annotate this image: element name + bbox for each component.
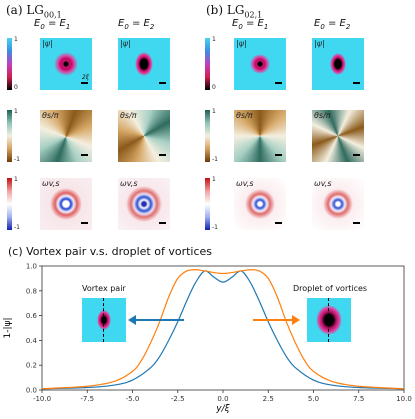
- scale-bar: [159, 222, 166, 224]
- psi-colorbar-b-bottom: 0: [212, 84, 216, 91]
- theta-colorbar-a-bottom: -1: [14, 156, 20, 163]
- scale-bar: [81, 82, 88, 84]
- theta-colorbar-b-bottom: -1: [212, 156, 218, 163]
- arrow-to-vortex-pair: [134, 319, 184, 321]
- y-tick-label: 0.6: [26, 312, 38, 320]
- theta-colorbar-b-top: 1: [212, 108, 216, 115]
- arrow-head-right-icon: [292, 315, 300, 325]
- psi-colorbar-a: [7, 38, 12, 90]
- x-tick-label: -2.5: [171, 395, 185, 403]
- psi-map-a2: |ψ|: [118, 38, 170, 90]
- annotation-vortex-pair: Vortex pair: [82, 284, 126, 293]
- scale-bar: [275, 82, 282, 84]
- inset-center-line: [328, 298, 329, 342]
- panel-c-title: (c) Vortex pair v.s. droplet of vortices: [8, 245, 213, 258]
- inset-droplet: [307, 298, 351, 342]
- y-tick-label: 0.2: [26, 362, 37, 370]
- theta-map-b2: θs/π: [312, 110, 364, 162]
- profile-chart-svg: -10.0 -7.5 -5.0 -2.5 0.0 2.5 5.0 7.5 10.0 0.0 0.2…: [3, 263, 412, 415]
- annotation-droplet: Droplet of vortices: [293, 284, 368, 293]
- theta-map-a1: θs/π: [40, 110, 92, 162]
- scale-bar: [159, 154, 166, 156]
- scale-label: 2ξ: [81, 74, 89, 81]
- theta-colorbar-a-top: 1: [14, 108, 18, 115]
- omega-map-b1: ωv,s: [234, 178, 286, 230]
- arrow-to-droplet: [253, 319, 293, 321]
- panel-b-col2-header: E0 = E2: [314, 18, 351, 31]
- theta-map-a2: θs/π: [118, 110, 170, 162]
- x-tick-label: -5.0: [126, 395, 140, 403]
- x-tick-label: -7.5: [80, 395, 94, 403]
- omega-map-a2: ωv,s: [118, 178, 170, 230]
- omega-colorbar-b-bottom: -1: [212, 224, 218, 231]
- series-line-blue: [41, 270, 405, 390]
- panel-b-col1-header: E0 = E1: [232, 18, 269, 31]
- omega-colorbar-b: [205, 178, 210, 230]
- x-tick-label: 7.5: [353, 395, 364, 403]
- x-tick-label: 2.5: [263, 395, 274, 403]
- scale-bar: [159, 82, 166, 84]
- y-tick-label: 0.0: [26, 387, 37, 395]
- x-axis-label: y/ξ: [215, 404, 230, 414]
- panel-b-title: (b) LG02,1: [206, 3, 263, 20]
- x-tick-label: 10.0: [396, 395, 412, 403]
- panel-a-col2-header: E0 = E2: [118, 18, 155, 31]
- arrow-head-left-icon: [128, 315, 136, 325]
- y-tick-label: 1.0: [26, 263, 37, 271]
- omega-map-b2: ωv,s: [312, 178, 364, 230]
- psi-map-b1: |ψ|: [234, 38, 286, 90]
- y-tick-label: 0.4: [26, 337, 38, 345]
- panel-a-title: (a) LG00,1: [6, 3, 62, 20]
- inset-center-line: [103, 298, 104, 342]
- omega-colorbar-a-bottom: -1: [14, 224, 20, 231]
- scale-bar: [81, 154, 88, 156]
- psi-colorbar-a-top: 1: [14, 36, 18, 43]
- psi-colorbar-b: [205, 38, 210, 90]
- theta-map-b1: θs/π: [234, 110, 286, 162]
- theta-colorbar-a: [7, 110, 12, 162]
- psi-colorbar-b-top: 1: [212, 36, 216, 43]
- omega-colorbar-a: [7, 178, 12, 230]
- profile-chart: -10.0 -7.5 -5.0 -2.5 0.0 2.5 5.0 7.5 10.0 0.0 0.2…: [0, 258, 415, 415]
- x-tick-label: 0.0: [217, 395, 228, 403]
- scale-bar: [81, 222, 88, 224]
- psi-colorbar-a-bottom: 0: [14, 84, 18, 91]
- psi-map-a1: |ψ| 2ξ: [40, 38, 92, 90]
- x-tick-label: 5.0: [308, 395, 319, 403]
- x-tick-label: -10.0: [33, 395, 51, 403]
- scale-bar: [353, 154, 360, 156]
- y-tick-label: 0.8: [26, 287, 37, 295]
- scale-bar: [353, 222, 360, 224]
- psi-map-b2: |ψ|: [312, 38, 364, 90]
- scale-bar: [353, 82, 360, 84]
- scale-bar: [275, 222, 282, 224]
- y-axis-label: 1-|ψ|: [3, 318, 13, 339]
- omega-colorbar-b-top: 1: [212, 176, 216, 183]
- scale-bar: [275, 154, 282, 156]
- series-line-orange: [41, 269, 405, 390]
- panel-a-col1-header: E0 = E1: [34, 18, 71, 31]
- theta-colorbar-b: [205, 110, 210, 162]
- omega-colorbar-a-top: 1: [14, 176, 18, 183]
- omega-map-a1: ωv,s: [40, 178, 92, 230]
- inset-vortex-pair: [82, 298, 126, 342]
